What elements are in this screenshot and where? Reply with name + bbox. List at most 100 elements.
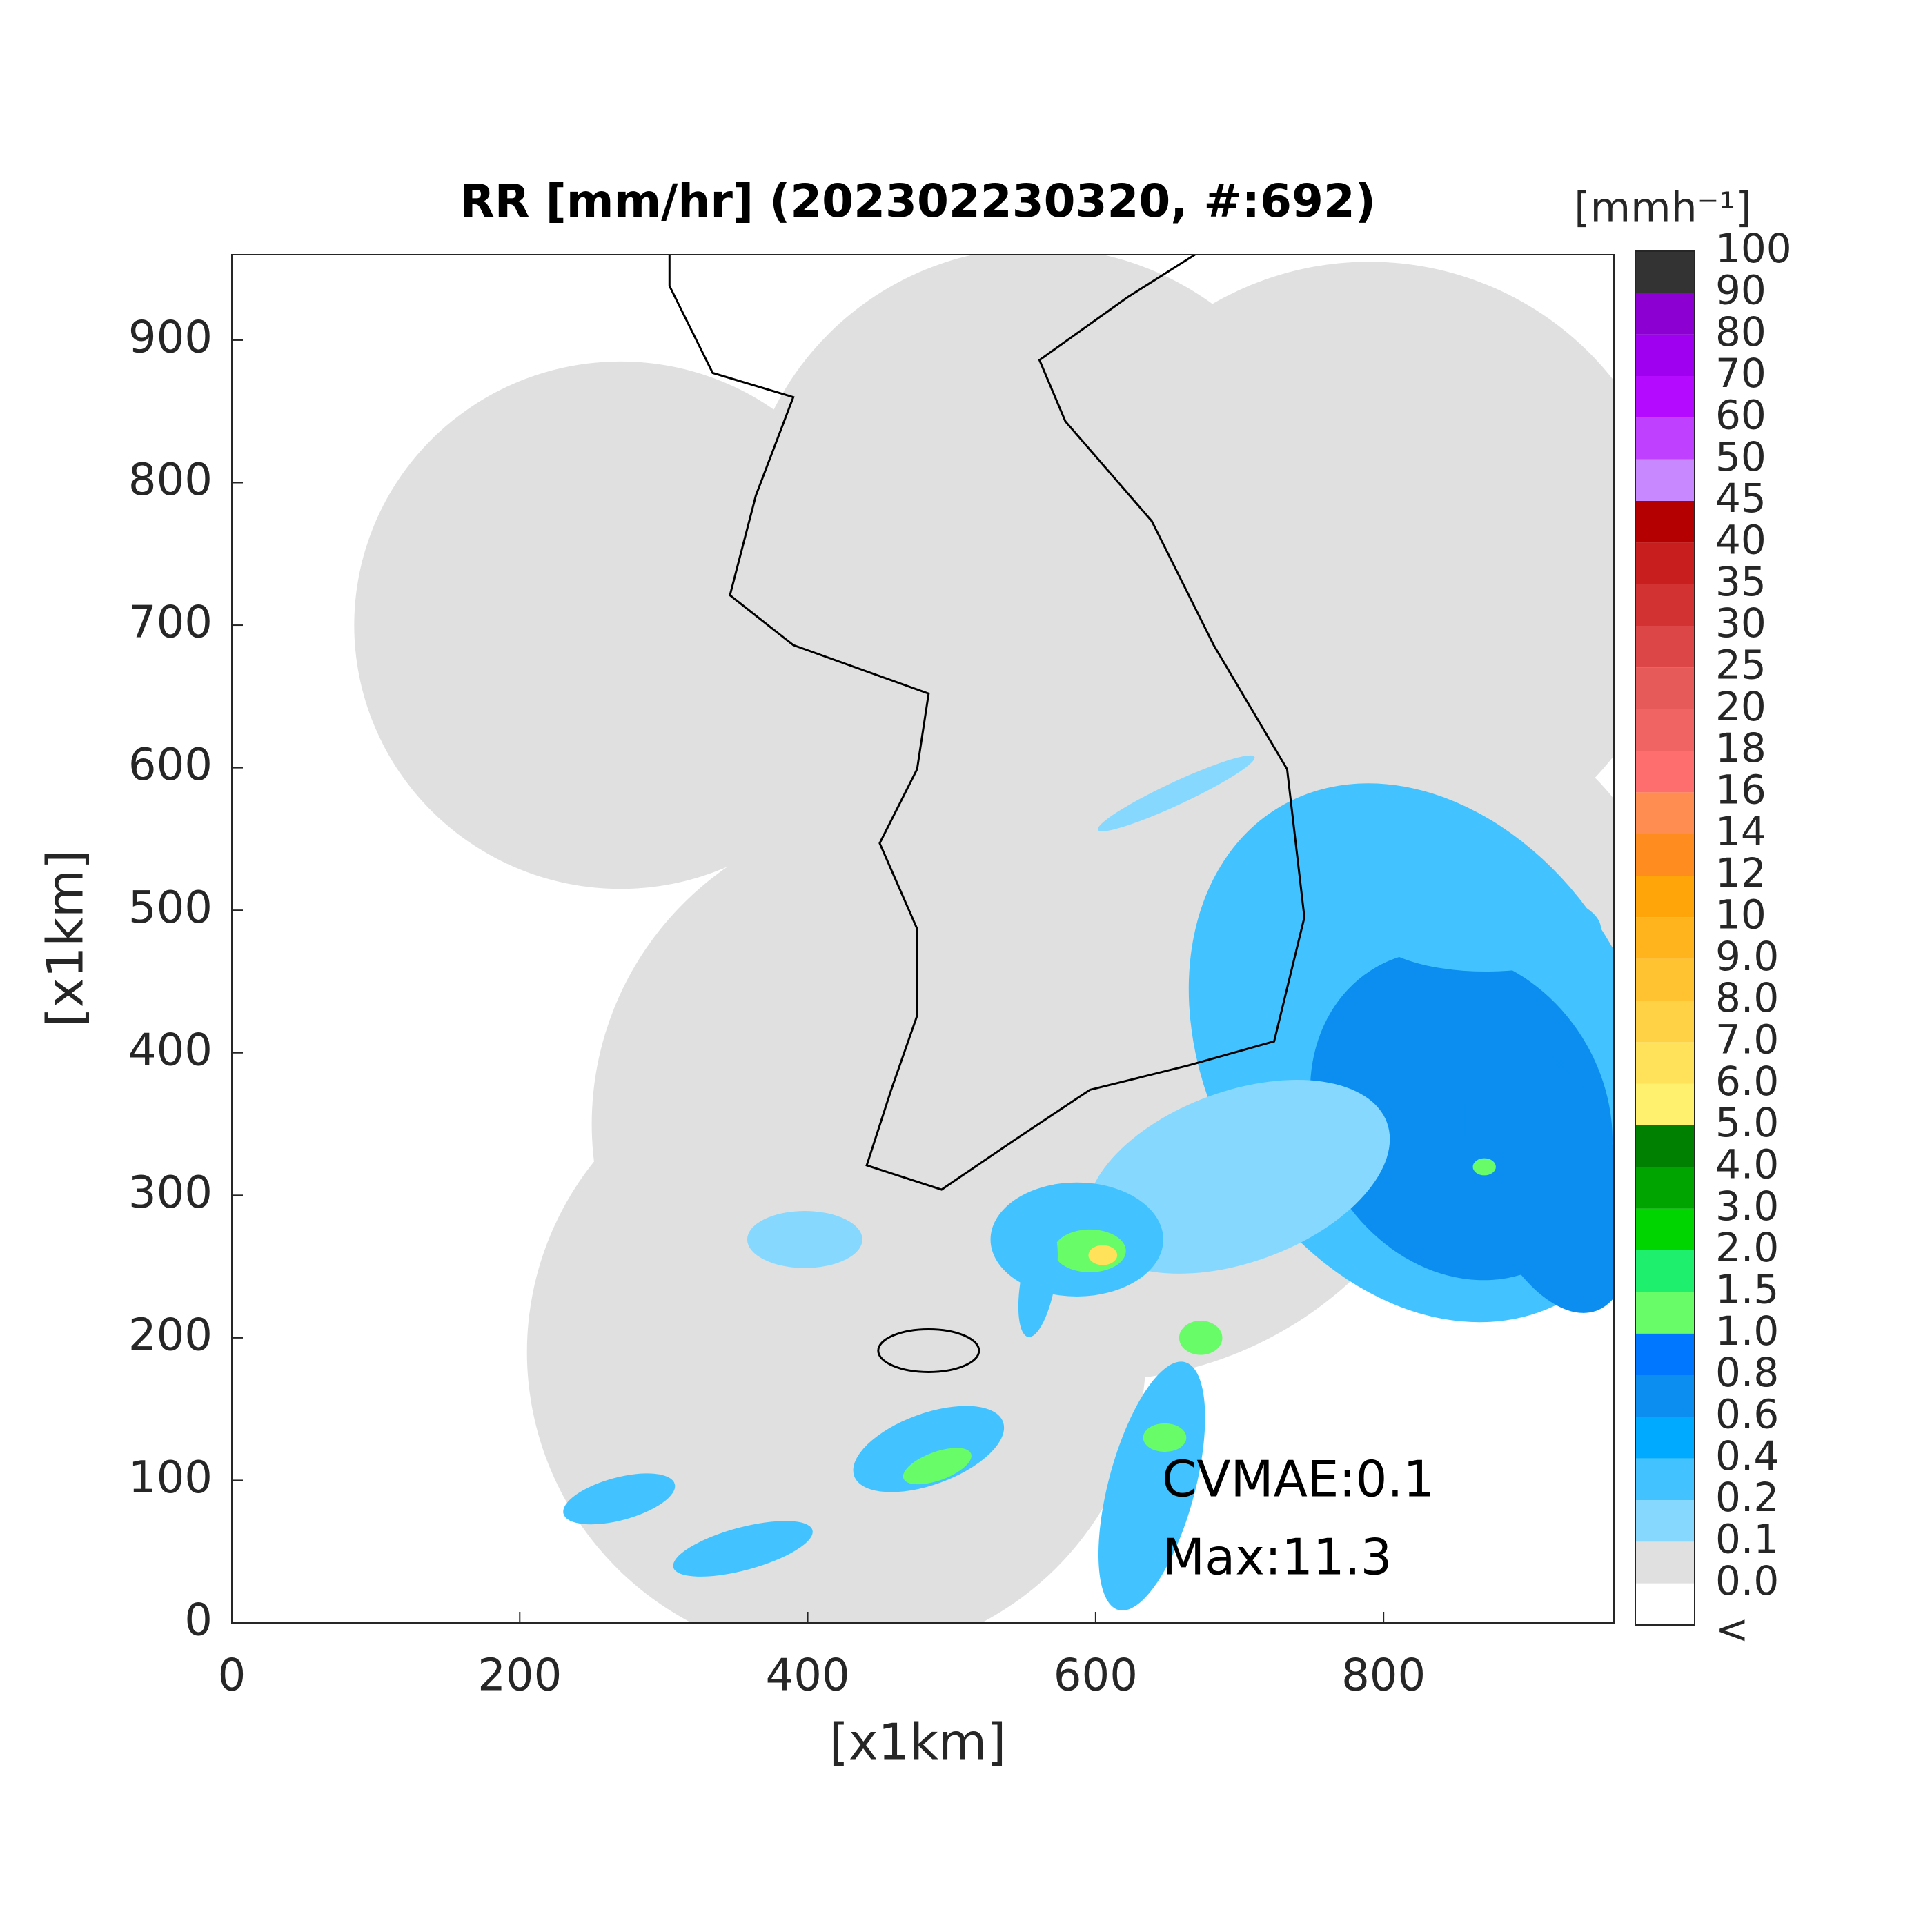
- y-tick-label: 700: [128, 598, 213, 649]
- colorbar-label: 9.0: [1715, 933, 1779, 980]
- colorbar-label: 8.0: [1715, 974, 1779, 1021]
- colorbar-swatch: [1635, 1083, 1695, 1125]
- map-area: [354, 255, 1614, 1623]
- colorbar-label: 2.0: [1715, 1224, 1779, 1271]
- y-tick-label: 500: [128, 883, 213, 934]
- colorbar-label: 5.0: [1715, 1099, 1779, 1146]
- colorbar-swatch: [1635, 917, 1695, 959]
- colorbar-label: 25: [1715, 641, 1766, 688]
- colorbar-swatch: [1635, 1375, 1695, 1417]
- x-tick-label: 0: [218, 1650, 246, 1702]
- colorbar-swatch: [1635, 1417, 1695, 1459]
- colorbar-swatch: [1635, 1458, 1695, 1500]
- colorbar-swatch: [1635, 876, 1695, 918]
- rain-echo: [1098, 755, 1255, 831]
- colorbar-label: 70: [1715, 350, 1766, 397]
- y-tick-label: 600: [128, 740, 213, 791]
- rain-echo: [1018, 1224, 1058, 1337]
- title: RR [mm/hr] (202302230320, #:692): [460, 175, 1376, 228]
- x-tick-label: 200: [477, 1650, 562, 1702]
- colorbar-label: 4.0: [1715, 1141, 1779, 1187]
- colorbar-swatch: [1635, 459, 1695, 501]
- colorbar-label: 35: [1715, 558, 1766, 605]
- colorbar-label: 1.0: [1715, 1308, 1779, 1354]
- y-tick-label: 100: [128, 1452, 213, 1504]
- coastline: [668, 255, 1305, 1191]
- colorbar-label: 20: [1715, 683, 1766, 730]
- rain-echo: [1098, 1361, 1205, 1611]
- colorbar-swatch: [1635, 417, 1695, 460]
- colorbar-swatch: [1635, 1042, 1695, 1084]
- colorbar-label: 0.1: [1715, 1515, 1779, 1562]
- colorbar-swatch: [1635, 1208, 1695, 1250]
- colorbar-swatch: [1635, 667, 1695, 709]
- y-tick-label: 200: [128, 1310, 213, 1361]
- colorbar-label: 30: [1715, 600, 1766, 647]
- colorbar-swatch: [1635, 834, 1695, 876]
- colorbar-unit: [mmh⁻¹]: [1574, 184, 1751, 233]
- colorbar-swatch: [1635, 1541, 1695, 1584]
- y-tick-label: 300: [128, 1167, 213, 1219]
- colorbar-swatch: [1635, 1125, 1695, 1167]
- x-tick-label: 800: [1341, 1650, 1426, 1702]
- rain-echo: [903, 1448, 972, 1485]
- y-axis-label: [x1km]: [37, 850, 95, 1027]
- y-tick-label: 0: [184, 1595, 213, 1646]
- colorbar-swatch: [1635, 958, 1695, 1000]
- colorbar-swatch: [1635, 1250, 1695, 1292]
- x-tick-label: 400: [766, 1650, 850, 1702]
- rain-echo: [1179, 1321, 1223, 1355]
- colorbar-label: 50: [1715, 433, 1766, 480]
- rain-echo: [853, 1406, 1005, 1492]
- colorbar-label: <: [1715, 1606, 1749, 1653]
- rain-echo: [563, 1473, 676, 1525]
- colorbar-swatch: [1635, 501, 1695, 543]
- colorbar-swatch: [1635, 792, 1695, 834]
- colorbar-swatch: [1635, 751, 1695, 793]
- colorbar-swatch: [1635, 1333, 1695, 1375]
- rain-echo: [1088, 1245, 1118, 1265]
- colorbar-label: 1.5: [1715, 1265, 1779, 1312]
- colorbar-swatch: [1635, 251, 1695, 293]
- annotation: CVMAE:0.1: [1162, 1450, 1435, 1508]
- colorbar-label: 0.4: [1715, 1432, 1779, 1479]
- y-tick-label: 800: [128, 455, 213, 506]
- colorbar-label: 0.2: [1715, 1474, 1779, 1521]
- rain-echo: [747, 1211, 862, 1268]
- colorbar-label: 0.0: [1715, 1557, 1779, 1604]
- colorbar-swatch: [1635, 542, 1695, 584]
- colorbar-label: 14: [1715, 808, 1766, 855]
- colorbar-label: 100: [1715, 225, 1792, 272]
- colorbar-label: 0.6: [1715, 1390, 1779, 1437]
- colorbar-label: 45: [1715, 475, 1766, 522]
- colorbar-swatch: [1635, 1292, 1695, 1334]
- colorbar-swatch: [1635, 376, 1695, 418]
- colorbar-label: 6.0: [1715, 1058, 1779, 1105]
- colorbar-label: 80: [1715, 308, 1766, 355]
- y-tick-label: 400: [128, 1025, 213, 1076]
- colorbar-label: 3.0: [1715, 1183, 1779, 1230]
- colorbar-swatch: [1635, 293, 1695, 335]
- island-outline: [877, 1328, 980, 1373]
- rain-echo: [673, 1521, 813, 1577]
- colorbar-swatch: [1635, 584, 1695, 626]
- rain-echo: [1086, 1080, 1390, 1274]
- annotation: Max:11.3: [1162, 1528, 1392, 1586]
- axes-frame: [231, 254, 1615, 1624]
- rain-echo: [1472, 1158, 1496, 1176]
- colorbar-swatch: [1635, 709, 1695, 751]
- colorbar-label: 90: [1715, 266, 1766, 313]
- colorbar-swatch: [1635, 1500, 1695, 1542]
- colorbar-label: 60: [1715, 391, 1766, 438]
- colorbar-swatch: [1635, 1000, 1695, 1043]
- colorbar-label: 12: [1715, 849, 1766, 896]
- colorbar-swatch: [1635, 334, 1695, 376]
- colorbar-label: 7.0: [1715, 1016, 1779, 1063]
- rain-echo: [1143, 1423, 1187, 1452]
- y-tick-label: 900: [128, 313, 213, 364]
- colorbar-frame: [1635, 250, 1695, 1626]
- colorbar-label: 40: [1715, 516, 1766, 563]
- colorbar-label: 16: [1715, 766, 1766, 813]
